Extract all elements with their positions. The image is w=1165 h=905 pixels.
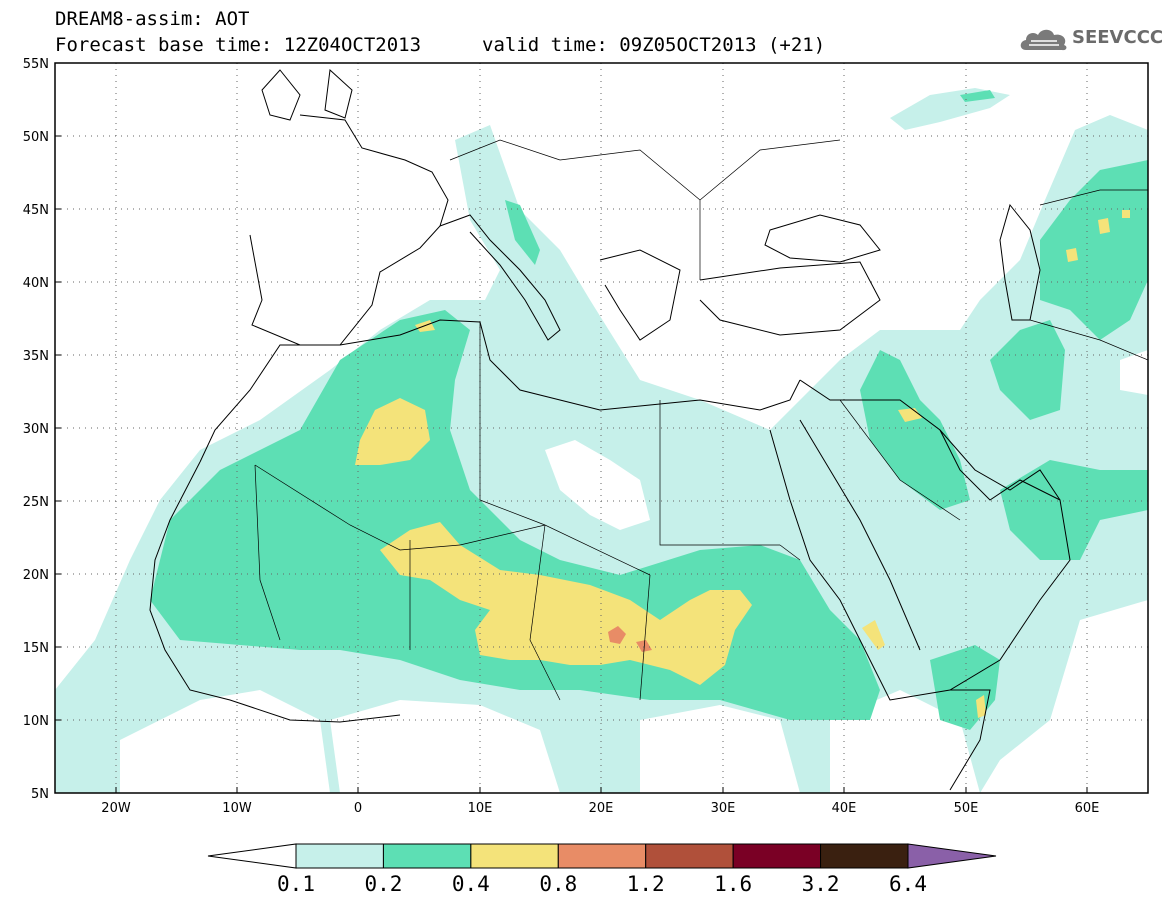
colorbar-swatch — [645, 843, 734, 869]
colorbar-swatch — [732, 843, 822, 869]
cloud-icon — [1020, 29, 1067, 51]
aot-layer-0-4-algeria — [355, 398, 430, 465]
colorbar-label: 1.6 — [714, 872, 752, 896]
lon-label: 40E — [832, 801, 857, 816]
colorbar-swatch — [820, 843, 909, 869]
lat-label: 30N — [23, 422, 49, 437]
colorbar-label: 0.4 — [452, 872, 490, 896]
lat-label: 40N — [23, 276, 49, 291]
lon-label: 60E — [1075, 801, 1100, 816]
colorbar-label: 1.2 — [627, 872, 665, 896]
seevccc-logo: SEEVCCC — [1018, 24, 1163, 54]
aot-layer-0-4-sahara — [380, 522, 752, 685]
map-title: DREAM8-assim: AOT — [55, 8, 250, 30]
lat-label: 55N — [23, 57, 49, 72]
lat-label: 10N — [23, 714, 49, 729]
colorbar-label: 0.8 — [539, 872, 577, 896]
colorbar-label: 6.4 — [889, 872, 927, 896]
aot-layer-0-2-iran — [990, 320, 1065, 420]
lon-label: 50E — [954, 801, 979, 816]
lat-label: 15N — [23, 641, 49, 656]
lon-label: 10W — [222, 801, 252, 816]
colorbar-label: 0.2 — [364, 872, 402, 896]
logo-text: SEEVCCC — [1072, 27, 1164, 48]
colorbar-swatch — [470, 843, 559, 869]
aot-layer-0-2-east — [1040, 160, 1148, 340]
lat-label: 50N — [23, 130, 49, 145]
lon-label: 20E — [589, 801, 614, 816]
lat-label: 45N — [23, 203, 49, 218]
graticule — [55, 63, 1148, 793]
valid-time: valid time: 09Z05OCT2013 (+21) — [482, 34, 826, 56]
coastlines — [149, 68, 1071, 791]
lon-label: 20W — [101, 801, 131, 816]
lat-label: 5N — [31, 787, 49, 802]
lat-label: 35N — [23, 349, 49, 364]
colorbar-low-arrow — [207, 843, 297, 869]
lon-labels: 20W 10W 0 10E 20E 30E 40E 50E 60E — [101, 801, 1099, 816]
lon-label: 0 — [354, 801, 362, 816]
aot-layer-0-2-iraq — [860, 350, 970, 510]
colorbar-label: 0.1 — [277, 872, 315, 896]
colorbar: 0.1 0.2 0.4 0.8 1.2 1.6 3.2 6.4 — [207, 843, 997, 896]
borders — [254, 139, 1148, 701]
lat-label: 25N — [23, 495, 49, 510]
lat-labels: 55N 50N 45N 40N 35N 30N 25N 20N 15N 10N … — [23, 57, 49, 802]
forecast-base-time: Forecast base time: 12Z04OCT2013 — [55, 34, 422, 56]
aot-layer-0-8 — [608, 626, 626, 644]
lon-label: 30E — [711, 801, 736, 816]
colorbar-swatch — [295, 843, 384, 869]
aot-shading — [55, 88, 1148, 793]
colorbar-label: 3.2 — [802, 872, 840, 896]
colorbar-swatch — [382, 843, 472, 869]
aot-layer-0-2-adriatic — [505, 200, 540, 265]
colorbar-swatch — [557, 843, 647, 869]
aot-layer-0-2-arabia — [1000, 460, 1148, 560]
tick-marks — [55, 62, 1088, 794]
lat-label: 20N — [23, 568, 49, 583]
colorbar-high-arrow — [907, 843, 997, 869]
lon-label: 10E — [468, 801, 493, 816]
